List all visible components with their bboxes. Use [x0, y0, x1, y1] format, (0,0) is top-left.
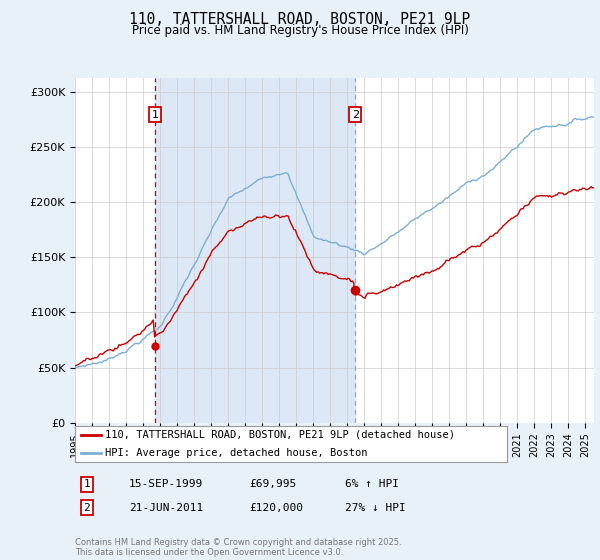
- Text: 6% ↑ HPI: 6% ↑ HPI: [345, 479, 399, 489]
- Text: 1: 1: [152, 110, 158, 120]
- Text: 2: 2: [83, 503, 91, 513]
- Text: 21-JUN-2011: 21-JUN-2011: [129, 503, 203, 513]
- Text: HPI: Average price, detached house, Boston: HPI: Average price, detached house, Bost…: [105, 448, 368, 458]
- Text: 27% ↓ HPI: 27% ↓ HPI: [345, 503, 406, 513]
- Text: £69,995: £69,995: [249, 479, 296, 489]
- Text: 2: 2: [352, 110, 359, 120]
- Text: 110, TATTERSHALL ROAD, BOSTON, PE21 9LP: 110, TATTERSHALL ROAD, BOSTON, PE21 9LP: [130, 12, 470, 27]
- Text: 15-SEP-1999: 15-SEP-1999: [129, 479, 203, 489]
- Text: 110, TATTERSHALL ROAD, BOSTON, PE21 9LP (detached house): 110, TATTERSHALL ROAD, BOSTON, PE21 9LP …: [105, 430, 455, 440]
- Text: £120,000: £120,000: [249, 503, 303, 513]
- Text: Contains HM Land Registry data © Crown copyright and database right 2025.
This d: Contains HM Land Registry data © Crown c…: [75, 538, 401, 557]
- Text: 1: 1: [83, 479, 91, 489]
- Bar: [155, 78, 355, 423]
- Text: Price paid vs. HM Land Registry's House Price Index (HPI): Price paid vs. HM Land Registry's House …: [131, 24, 469, 37]
